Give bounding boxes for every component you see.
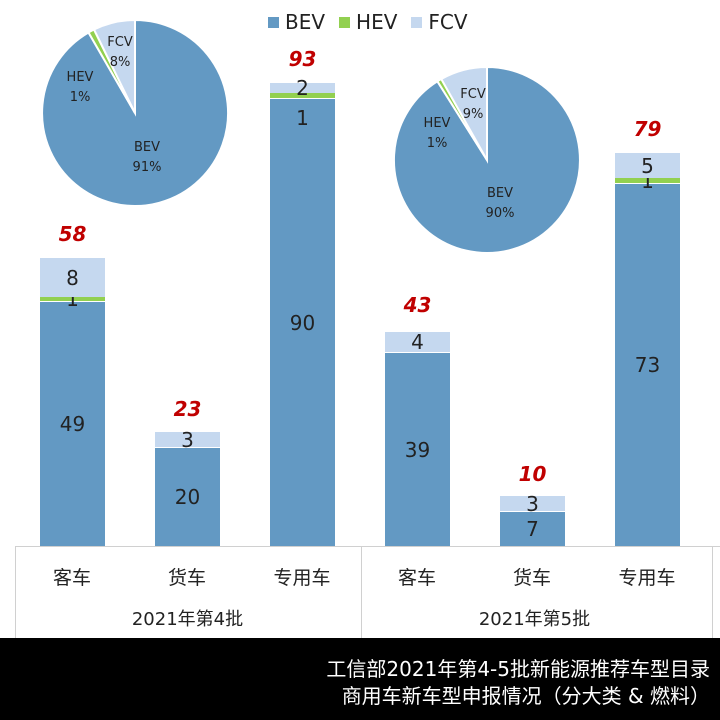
group-label: 2021年第5批 (478, 609, 591, 630)
legend-item-fcv: FCV (411, 10, 468, 34)
bar-segment-fcv: 4 (385, 330, 450, 354)
footer-banner: 工信部2021年第4-5批新能源推荐车型目录 商用车新车型申报情况（分大类 & … (0, 638, 720, 720)
hev-swatch (339, 16, 351, 28)
bar-segment-fcv: 3 (500, 492, 565, 516)
bar-segment-bev: 7 (500, 511, 565, 546)
bar-total: 43 (403, 293, 432, 317)
bev-swatch (268, 16, 279, 28)
bar-segment-hev (270, 93, 335, 98)
bar-total: 10 (518, 462, 547, 486)
group-label: 2021年第4批 (131, 609, 244, 630)
fcv-swatch (411, 16, 423, 28)
bar-total: 58 (58, 222, 87, 246)
pie2-hev-label: HEV 1% (423, 116, 451, 151)
bar-segment-bev: 49 (40, 302, 105, 546)
pie2-bev-label: BEV 90% (485, 186, 515, 221)
category-label: 货车 (167, 567, 206, 589)
pie2-fcv-label: FCV 9% (460, 87, 486, 122)
pie-chart-batch5 (392, 65, 581, 254)
x-axis (15, 546, 720, 639)
category-label: 客车 (397, 567, 436, 589)
pie1-bev-label: BEV 91% (132, 140, 162, 175)
bar-segment-bev: 90 (270, 98, 335, 546)
bar-segment-fcv: 8 (40, 258, 105, 297)
axis-divider (15, 546, 16, 638)
pie1-fcv-label: FCV 8% (107, 35, 133, 70)
bar-label-hev: 1 (296, 106, 309, 130)
category-label: 专用车 (618, 567, 676, 589)
bar-total: 23 (173, 397, 202, 421)
bar-segment-fcv: 2 (270, 76, 335, 100)
bar-segment-fcv: 3 (155, 428, 220, 452)
legend-item-hev: HEV (339, 10, 397, 34)
bar-segment-fcv: 5 (615, 153, 680, 178)
pie-chart-batch4 (41, 18, 230, 207)
axis-divider (361, 546, 362, 638)
legend: BEV HEV FCV (268, 8, 468, 36)
legend-item-bev: BEV (268, 10, 325, 34)
pie1-hev-label: HEV 1% (66, 70, 94, 105)
category-label: 客车 (52, 567, 91, 589)
category-label: 货车 (512, 567, 551, 589)
axis-divider (712, 546, 713, 638)
footer-title-line1: 工信部2021年第4-5批新能源推荐车型目录 (326, 657, 710, 681)
bar-segment-bev: 73 (615, 183, 680, 546)
bar-total: 79 (633, 117, 662, 141)
category-label: 专用车 (273, 567, 331, 589)
bar-segment-bev: 20 (155, 447, 220, 546)
bar-segment-hev: 1 (40, 287, 105, 311)
bar-total: 93 (288, 47, 317, 71)
bar-segment-bev: 39 (385, 352, 450, 546)
bar-segment-hev: 1 (615, 169, 680, 193)
footer-title-line2: 商用车新车型申报情况（分大类 & 燃料） (341, 684, 710, 708)
